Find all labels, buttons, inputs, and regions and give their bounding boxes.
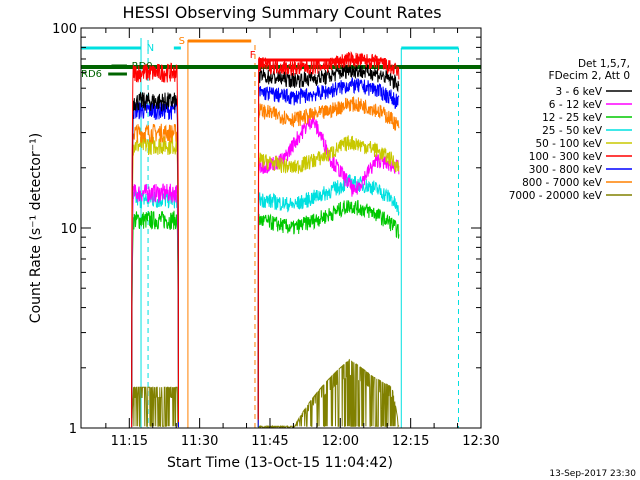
legend-label: 100 - 300 keV [529,151,603,163]
legend-label: 6 - 12 keV [549,99,603,111]
night-label: N [147,43,154,54]
x-tick-label: 11:30 [181,434,218,449]
trace-green-orbit1 [131,210,179,428]
trace-orange-orbit2 [257,96,400,426]
y-axis: 1 10 100 [52,22,481,437]
flare-label: F [250,50,256,61]
footer-date: 13-Sep-2017 23:30 [549,469,636,479]
trace-blue-orbit2 [257,77,400,428]
legend-header: FDecim 2, Att 0 [549,70,630,82]
y-tick-label: 100 [52,22,77,37]
y-tick-label: 1 [69,422,77,437]
x-tick-label: 12:15 [392,434,429,449]
chart-title: HESSI Observing Summary Count Rates [122,3,441,22]
x-tick-label: 11:15 [111,434,148,449]
trace-black-orbit1 [131,91,179,421]
legend-label: 800 - 7000 keV [522,177,603,189]
legend-label: 300 - 800 keV [529,164,603,176]
trace-red-orbit2 [257,51,400,420]
trace-red-orbit1 [131,62,179,428]
trace-cyan-orbit2 [257,174,400,422]
trace-yellow-orbit2 [257,135,400,422]
plot-area: N S F RD0 RD6 [81,36,481,429]
legend-label: 3 - 6 keV [555,86,602,98]
trace-yellow-orbit1 [131,134,179,424]
trace-olive-orbit1 [131,386,179,427]
trace-green-orbit2 [257,199,400,428]
trace-orange-orbit1 [131,123,179,428]
rd0-label: RD0 [132,61,153,72]
saa-label: S [179,36,185,47]
x-axis-label: Start Time (13-Oct-15 11:04:42) [167,455,393,471]
trace-magenta-orbit1 [131,183,179,428]
legend-header: Det 1,5,7, [578,58,630,70]
x-tick-label: 12:00 [322,434,359,449]
x-tick-label: 12:30 [462,434,499,449]
y-axis-label: Count Rate (s⁻¹ detector⁻¹) [28,133,44,323]
rd6-label: RD6 [81,69,102,80]
y-tick-label: 10 [60,222,77,237]
x-axis: 11:15 11:30 11:45 12:00 12:15 12:30 [105,28,500,449]
legend-label: 50 - 100 keV [535,138,602,150]
trace-olive-orbit2 [257,358,400,429]
legend-label: 12 - 25 keV [542,112,603,124]
x-tick-label: 11:45 [251,434,288,449]
trace-black-orbit2 [257,62,400,420]
trace-blue-orbit1 [131,100,179,428]
legend-label: 7000 - 20000 keV [509,190,603,202]
legend-label: 25 - 50 keV [542,125,603,137]
